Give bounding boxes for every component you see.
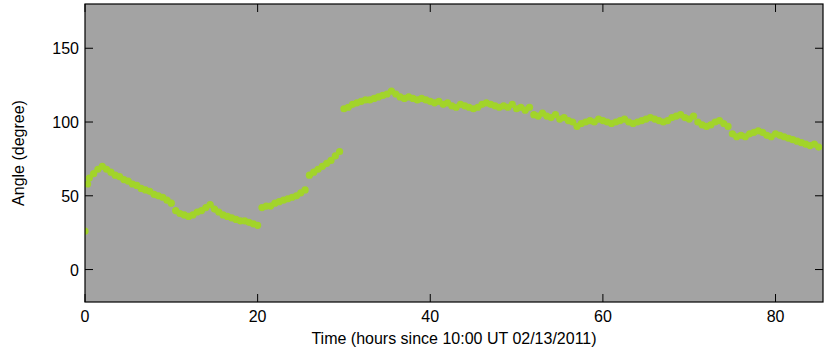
x-tick xyxy=(602,4,603,12)
x-tick-label: 0 xyxy=(81,308,90,325)
x-tick xyxy=(602,294,603,302)
x-tick xyxy=(257,294,258,302)
x-tick xyxy=(85,4,86,12)
x-tick xyxy=(257,4,258,12)
y-tick xyxy=(815,122,823,123)
y-tick xyxy=(815,195,823,196)
y-tick xyxy=(85,195,93,196)
points xyxy=(85,87,822,234)
x-axis-title: Time (hours since 10:00 UT 02/13/2011) xyxy=(311,330,596,347)
point xyxy=(815,143,822,150)
point xyxy=(724,123,731,130)
chart: 0 20 40 60 80 0 50 100 150 Time (hours since 10:0… xyxy=(0,0,829,360)
point xyxy=(254,222,261,229)
plot-frame xyxy=(85,4,823,302)
y-tick-label: 50 xyxy=(61,188,79,205)
y-tick-label: 150 xyxy=(52,40,79,57)
x-tick-label: 60 xyxy=(594,308,612,325)
y-tick xyxy=(815,269,823,270)
y-tick xyxy=(85,122,93,123)
y-axis-title: Angle (degree) xyxy=(10,100,27,206)
x-tick xyxy=(430,294,431,302)
y-tick-label: 100 xyxy=(52,114,79,131)
x-tick xyxy=(430,4,431,12)
point xyxy=(168,200,175,207)
x-tick xyxy=(85,294,86,302)
point xyxy=(336,148,343,155)
y-tick-label: 0 xyxy=(70,262,79,279)
plot-background xyxy=(85,4,823,302)
x-tick xyxy=(775,4,776,12)
point xyxy=(302,186,309,193)
x-tick xyxy=(775,294,776,302)
y-tick xyxy=(85,48,93,49)
x-tick-label: 20 xyxy=(249,308,267,325)
y-tick xyxy=(815,48,823,49)
y-tick xyxy=(85,269,93,270)
x-tick-label: 80 xyxy=(767,308,785,325)
point xyxy=(526,104,533,111)
point xyxy=(690,113,697,120)
x-tick-label: 40 xyxy=(421,308,439,325)
